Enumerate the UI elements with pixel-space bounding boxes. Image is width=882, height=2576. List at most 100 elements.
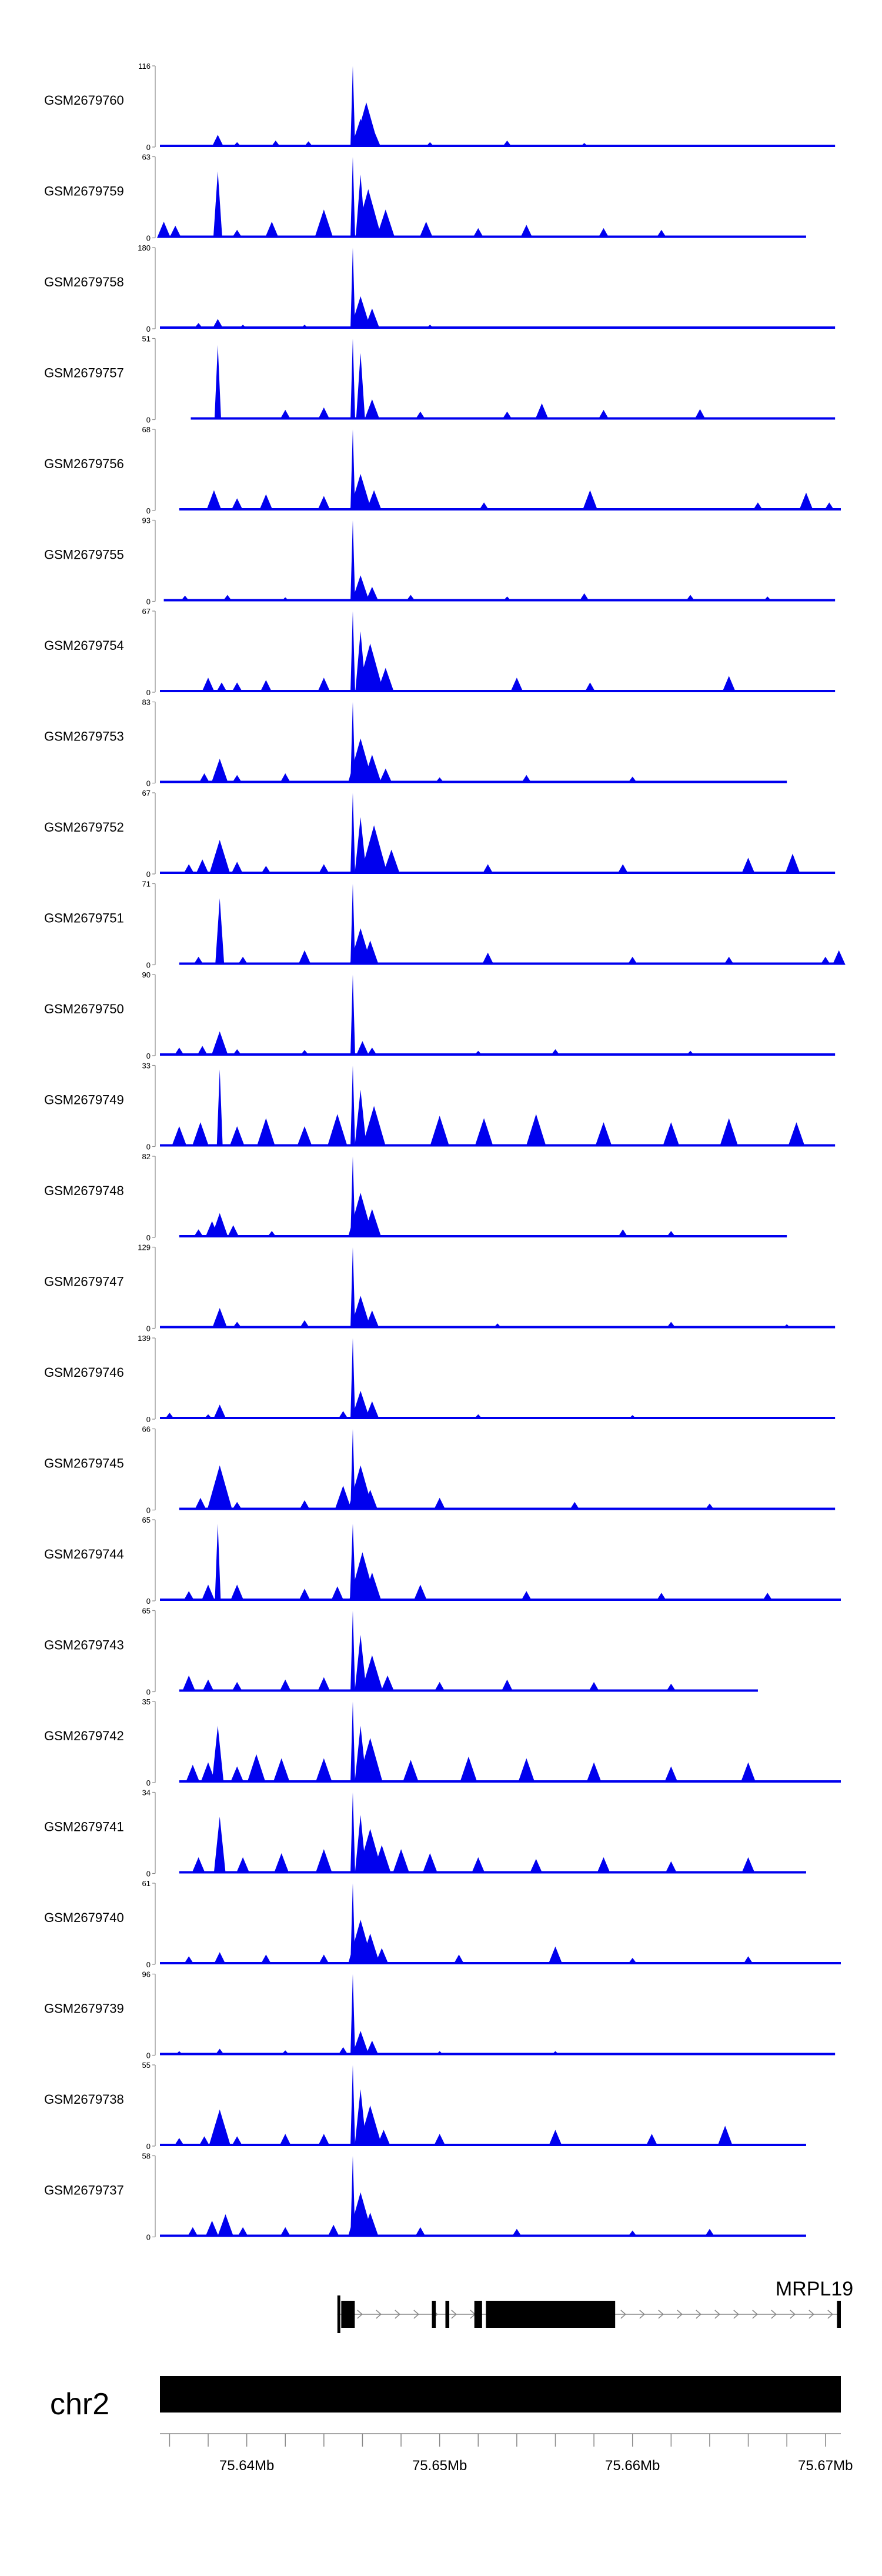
- signal-peak: [376, 2130, 391, 2146]
- signal-peak: [330, 1586, 344, 1601]
- signal-baseline: [179, 1235, 787, 1237]
- y-min-label: 0: [146, 1597, 151, 1606]
- signal-peak: [279, 1679, 292, 1692]
- strand-arrow: [639, 2310, 645, 2319]
- signal-peak: [415, 411, 426, 420]
- signal-peak: [372, 1845, 392, 1874]
- track-GSM2679737: GSM2679737 58 0: [44, 2152, 806, 2242]
- signal-peak: [656, 229, 667, 238]
- signal-peak: [318, 407, 330, 420]
- signal-peak: [183, 1591, 195, 1601]
- signal-peak: [717, 2125, 733, 2146]
- strand-arrow: [790, 2310, 796, 2319]
- signal-peak: [665, 1861, 677, 1874]
- signal-peak: [364, 308, 380, 329]
- signal-peak: [315, 1758, 333, 1783]
- strand-arrow: [357, 2310, 363, 2319]
- signal-peak: [280, 2050, 290, 2056]
- signal-peak: [376, 209, 395, 238]
- y-max-label: 33: [142, 1062, 151, 1070]
- signal-peak: [202, 1679, 215, 1692]
- signal-peak: [169, 225, 182, 238]
- signal-peak: [360, 825, 387, 874]
- signal-peak: [231, 862, 243, 874]
- signal-peak: [216, 682, 228, 692]
- signal-peak: [299, 1320, 310, 1329]
- signal-peak: [646, 2134, 658, 2146]
- signal-peak: [666, 1322, 676, 1329]
- signal-peak: [380, 1675, 395, 1692]
- signal-peak: [215, 2048, 225, 2056]
- y-min-label: 0: [146, 2233, 151, 2242]
- signal-peak: [355, 817, 367, 874]
- signal-peak: [763, 596, 772, 602]
- signal-peak: [367, 131, 381, 147]
- track-GSM2679748: GSM2679748 82 0: [44, 1152, 787, 1242]
- signal-peak: [548, 2130, 563, 2146]
- signal-peak: [212, 319, 223, 329]
- track-label: GSM2679755: [44, 548, 124, 562]
- signal-baseline: [160, 2144, 806, 2146]
- signal-peak: [350, 1701, 355, 1783]
- signal-peak: [318, 864, 330, 874]
- signal-peak: [820, 956, 831, 965]
- signal-peak: [227, 1225, 239, 1237]
- y-min-label: 0: [146, 1778, 151, 1787]
- signal-peak: [183, 1956, 194, 1964]
- y-max-label: 90: [142, 970, 151, 979]
- signal-peak: [171, 1126, 187, 1147]
- track-label: GSM2679737: [44, 2183, 124, 2198]
- signal-peak: [512, 2228, 522, 2237]
- track-GSM2679742: GSM2679742 35 0: [44, 1697, 841, 1787]
- y-min-label: 0: [146, 1688, 151, 1697]
- signal-peak: [229, 1126, 245, 1147]
- signal-peak: [579, 593, 590, 602]
- signal-peak: [212, 1308, 228, 1329]
- y-max-label: 58: [142, 2152, 151, 2161]
- signal-peak: [502, 141, 512, 147]
- y-min-label: 0: [146, 506, 151, 515]
- signal-peak: [212, 135, 224, 147]
- signal-peak: [362, 1490, 378, 1510]
- signal-peak: [788, 1122, 805, 1147]
- signal-peak: [350, 975, 355, 1056]
- signal-peak: [350, 156, 355, 238]
- chromosome-bar: [160, 2376, 841, 2413]
- strand-arrow: [376, 2310, 382, 2319]
- signal-peak: [185, 1764, 200, 1783]
- exon: [474, 2301, 482, 2328]
- y-min-label: 0: [146, 1415, 151, 1424]
- signal-peak: [207, 1465, 233, 1510]
- track-label: GSM2679742: [44, 1729, 124, 1743]
- y-max-label: 51: [142, 335, 151, 343]
- y-max-label: 68: [142, 425, 151, 434]
- signal-peak: [270, 141, 281, 147]
- signal-peak: [193, 323, 203, 329]
- y-min-label: 0: [146, 598, 151, 606]
- signal-peak: [740, 1762, 756, 1783]
- exon: [337, 2295, 340, 2333]
- signal-peak: [298, 950, 312, 965]
- signal-peak: [362, 2213, 379, 2237]
- signal-peak: [273, 1853, 289, 1874]
- y-max-label: 82: [142, 1152, 151, 1161]
- strand-arrow: [451, 2310, 457, 2319]
- track-label: GSM2679749: [44, 1093, 124, 1107]
- signal-peak: [363, 755, 382, 783]
- signal-peak: [352, 575, 370, 602]
- track-label: GSM2679752: [44, 820, 124, 835]
- signal-peak: [722, 676, 736, 692]
- signal-peak: [193, 956, 204, 965]
- track-label: GSM2679741: [44, 1820, 124, 1834]
- signal-peak: [383, 849, 400, 874]
- signal-peak: [627, 776, 637, 783]
- signal-baseline: [160, 1053, 836, 1056]
- signal-peak: [588, 1681, 600, 1692]
- signal-peak: [361, 1655, 383, 1692]
- signal-peak: [352, 2031, 369, 2056]
- y-min-label: 0: [146, 1506, 151, 1515]
- signal-baseline: [160, 1417, 836, 1419]
- strand-arrow: [658, 2310, 664, 2319]
- signal-peak: [366, 490, 382, 510]
- signal-peak: [350, 66, 355, 147]
